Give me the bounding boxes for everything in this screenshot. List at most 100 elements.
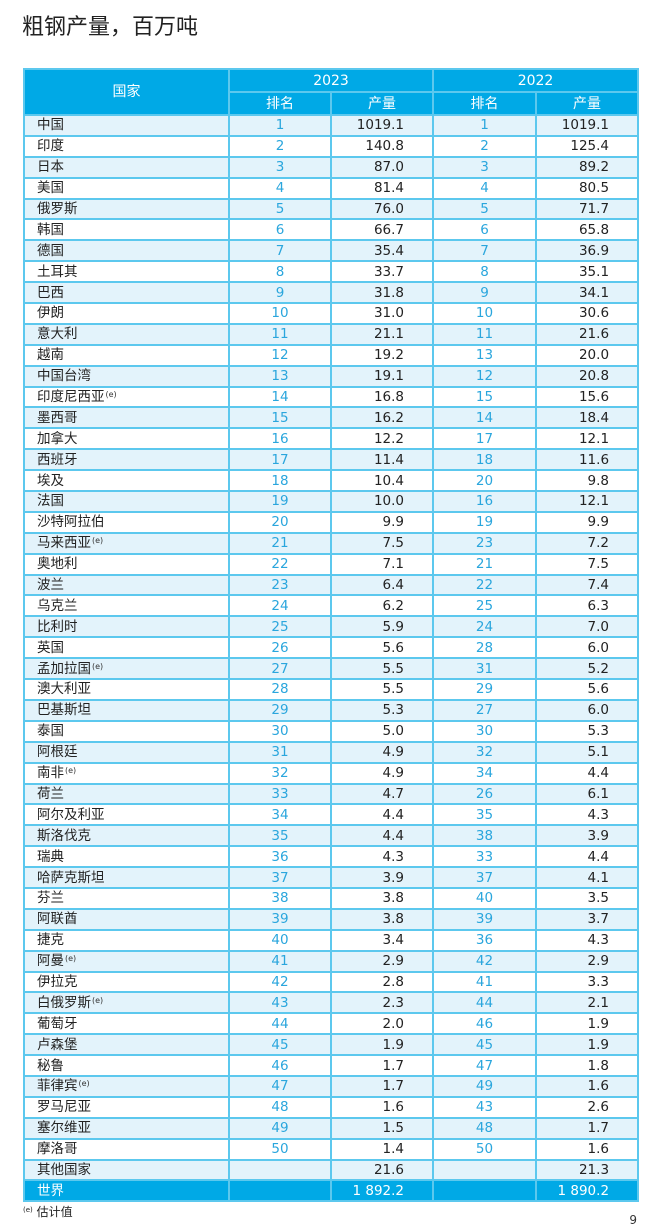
production-2022: 30.6 (535, 302, 640, 325)
rank-2023: 29 (228, 698, 332, 722)
country-name: 泰国 (23, 719, 230, 743)
country-name: 波兰 (23, 573, 230, 597)
country-label: 德国 (37, 242, 64, 259)
production-2022: 7.2 (535, 531, 640, 555)
table-row: 荷兰 33 4.7 26 6.1 (23, 782, 640, 806)
production-2022: 2.6 (535, 1095, 640, 1119)
header-year-2022: 2022 (432, 68, 640, 93)
rank-2023: 4 (228, 176, 332, 200)
production-2022: 15.6 (535, 385, 640, 409)
table-row: 瑞典 36 4.3 33 4.4 (23, 845, 640, 869)
table-row: 塞尔维亚 49 1.5 48 1.7 (23, 1116, 640, 1140)
table-row: 白俄罗斯(e) 43 2.3 44 2.1 (23, 991, 640, 1015)
estimate-mark: (e) (78, 1079, 90, 1089)
table-row: 斯洛伐克 35 4.4 38 3.9 (23, 824, 640, 848)
country-label: 比利时 (37, 618, 78, 635)
country-name: 德国 (23, 239, 230, 263)
country-label: 孟加拉国 (37, 660, 91, 677)
country-label: 摩洛哥 (37, 1141, 78, 1158)
production-2023: 66.7 (329, 218, 435, 242)
production-2022: 4.4 (535, 845, 640, 869)
rank-2023: 13 (228, 364, 332, 388)
country-name: 伊朗 (23, 302, 230, 325)
country-label: 泰国 (37, 723, 64, 740)
country-label: 美国 (37, 180, 64, 197)
world-production-2022: 1 890.2 (535, 1179, 640, 1203)
rank-2023: 21 (228, 531, 332, 555)
rank-2023: 40 (228, 928, 332, 952)
rank-2022: 25 (432, 594, 538, 618)
rank-2022: 26 (432, 782, 538, 806)
production-2023: 3.8 (329, 907, 435, 931)
rank-2022: 1 (432, 114, 538, 137)
production-2022: 71.7 (535, 197, 640, 221)
footnote-text: 估计值 (36, 1205, 73, 1220)
country-name: 澳大利亚 (23, 678, 230, 701)
production-2023: 19.2 (329, 343, 435, 367)
production-2023: 1.6 (329, 1095, 435, 1119)
rank-2023: 3 (228, 155, 332, 179)
rank-2023: 2 (228, 134, 332, 158)
table-row: 阿根廷 31 4.9 32 5.1 (23, 740, 640, 764)
production-2022: 1.8 (535, 1054, 640, 1077)
rank-2023: 19 (228, 490, 332, 513)
table-row: 芬兰 38 3.8 40 3.5 (23, 886, 640, 910)
rank-2022: 6 (432, 218, 538, 242)
table-row: 意大利 11 21.1 11 21.6 (23, 322, 640, 346)
table-row: 孟加拉国(e) 27 5.5 31 5.2 (23, 657, 640, 681)
rank-2023: 1 (228, 114, 332, 137)
country-label: 巴西 (37, 284, 64, 301)
rank-2023: 23 (228, 573, 332, 597)
country-name: 斯洛伐克 (23, 824, 230, 848)
production-2022: 2.1 (535, 991, 640, 1015)
rank-2023 (228, 1158, 332, 1182)
production-2022: 6.0 (535, 698, 640, 722)
rank-2023: 44 (228, 1012, 332, 1036)
production-2023: 12.2 (329, 427, 435, 451)
header-production-2022: 产量 (535, 91, 640, 116)
header-rank-2022: 排名 (432, 91, 538, 116)
rank-2022: 31 (432, 657, 538, 681)
rank-2022: 38 (432, 824, 538, 848)
rank-2022: 12 (432, 364, 538, 388)
production-2023: 10.0 (329, 490, 435, 513)
table-row: 哈萨克斯坦 37 3.9 37 4.1 (23, 866, 640, 889)
table-row: 沙特阿拉伯 20 9.9 19 9.9 (23, 510, 640, 534)
production-2022: 11.6 (535, 448, 640, 472)
production-2022: 3.3 (535, 970, 640, 994)
country-name: 芬兰 (23, 886, 230, 910)
production-2022: 6.0 (535, 636, 640, 660)
country-name: 阿曼(e) (23, 949, 230, 973)
rank-2023: 12 (228, 343, 332, 367)
production-2023: 4.9 (329, 740, 435, 764)
country-name: 卢森堡 (23, 1033, 230, 1057)
country-label: 乌克兰 (37, 597, 78, 614)
rank-2023: 47 (228, 1074, 332, 1098)
rank-2023: 35 (228, 824, 332, 848)
country-label: 印度尼西亚 (37, 389, 105, 406)
rank-2023: 10 (228, 302, 332, 325)
table-row: 伊朗 10 31.0 10 30.6 (23, 302, 640, 325)
country-name: 加拿大 (23, 427, 230, 451)
country-label: 塞尔维亚 (37, 1120, 91, 1137)
rank-2022: 44 (432, 991, 538, 1015)
production-2023: 5.0 (329, 719, 435, 743)
production-2022: 1.6 (535, 1074, 640, 1098)
country-label: 斯洛伐克 (37, 827, 91, 844)
rank-2023: 26 (228, 636, 332, 660)
production-2023: 2.3 (329, 991, 435, 1015)
table-row: 秘鲁 46 1.7 47 1.8 (23, 1054, 640, 1077)
table-row: 南非(e) 32 4.9 34 4.4 (23, 761, 640, 785)
country-label: 秘鲁 (37, 1057, 64, 1074)
rank-2022: 48 (432, 1116, 538, 1140)
country-label: 菲律宾 (37, 1078, 78, 1095)
rank-2023: 14 (228, 385, 332, 409)
table-row: 比利时 25 5.9 24 7.0 (23, 615, 640, 639)
rank-2022: 41 (432, 970, 538, 994)
production-2022: 125.4 (535, 134, 640, 158)
header-rank-2023: 排名 (228, 91, 332, 116)
country-name: 瑞典 (23, 845, 230, 869)
estimate-mark: (e) (23, 1206, 33, 1215)
production-2022: 7.0 (535, 615, 640, 639)
country-label: 印度 (37, 138, 64, 155)
